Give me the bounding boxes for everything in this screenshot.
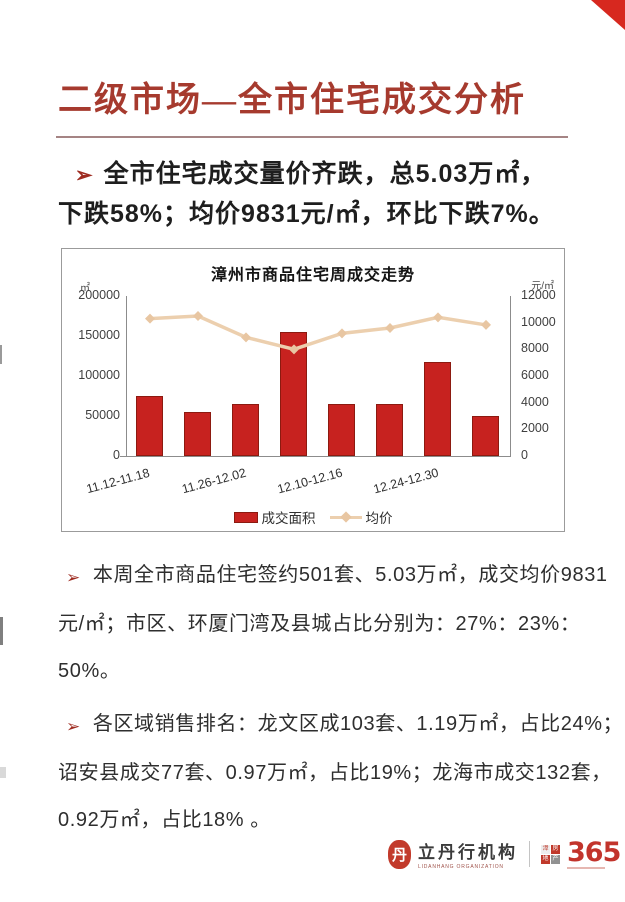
weekly-transaction-chart: 漳州市商品住宅周成交走势 ㎡ 元/㎡ 200000 150000 100000 500… <box>61 248 565 532</box>
bar-1 <box>184 412 211 456</box>
logo-365-tagline <box>567 866 605 869</box>
left-axis-unit-label: ㎡ <box>80 283 90 294</box>
line-marker-7 <box>481 319 491 330</box>
lead-line-1: 全市住宅成交量价齐跌，总5.03万㎡， <box>103 160 547 188</box>
chart-title: 漳州市商品住宅周成交走势 <box>210 267 415 284</box>
left-axis-tick: 100000 <box>78 368 120 382</box>
x-axis-label: 11.26-12.02 <box>180 465 248 497</box>
brand-subtitle: LIDANHANG ORGANIZATION <box>418 864 504 870</box>
bullet-2-line-3: 0.92万㎡，占比18% 。 <box>58 809 271 831</box>
right-axis-tick: 2000 <box>521 421 549 436</box>
bar-4 <box>328 404 355 456</box>
bullet-arrow-icon: ➢ <box>75 164 94 187</box>
bullet-arrow-icon: ➢ <box>66 717 81 736</box>
footer-divider <box>529 841 530 867</box>
x-axis-label: 12.10-12.16 <box>275 465 345 497</box>
bullet-1-line-2: 元/㎡；市区、环厦门湾及县城占比分别为：27%：23%： <box>58 613 581 635</box>
line-marker-1 <box>193 311 203 321</box>
bar-7 <box>472 415 499 456</box>
right-axis-tick: 4000 <box>521 394 549 409</box>
page-edge-artifact <box>0 345 2 364</box>
page-title: 二级市场—全市住宅成交分析 <box>58 82 526 119</box>
x-axis-label: 11.12-11.18 <box>84 465 152 497</box>
line-series-swatch <box>329 511 362 523</box>
bar-5 <box>376 404 403 456</box>
line-marker-2 <box>241 332 251 343</box>
lidanhang-seal-logo: 丹 <box>388 839 411 869</box>
bullet-2-line-1: 各区域销售排名：龙文区成103套、1.19万㎡，占比24%； <box>92 713 624 735</box>
legend-item-area: 成交面积 <box>233 507 316 527</box>
line-marker-5 <box>385 323 395 333</box>
line-marker-0 <box>145 313 155 324</box>
logo-square-grid: 漳 房 地 产 <box>541 844 560 864</box>
right-axis-tick: 0 <box>521 448 528 462</box>
left-axis-line <box>126 296 127 457</box>
right-axis-line <box>510 296 511 457</box>
page-edge-artifact <box>0 617 3 645</box>
right-axis-tick: 10000 <box>521 314 556 329</box>
logo-square: 地 <box>541 854 550 864</box>
right-axis-tick: 8000 <box>521 341 549 356</box>
line-marker-4 <box>337 328 347 339</box>
left-axis-tick: 150000 <box>78 328 120 342</box>
line-marker-3 <box>289 344 299 355</box>
page-edge-artifact <box>0 767 6 778</box>
bar-6 <box>424 361 451 456</box>
legend-label-area: 成交面积 <box>261 511 316 526</box>
legend-item-price: 均价 <box>329 507 393 527</box>
line-marker-6 <box>433 312 443 323</box>
bar-0 <box>136 396 163 456</box>
avg-price-line <box>145 311 491 355</box>
lead-paragraph: ➢ 全市住宅成交量价齐跌，总5.03万㎡， 下跌58%；均价9831元/㎡，环比… <box>58 155 598 233</box>
bullet-item: ➢ 各区域销售排名：龙文区成103套、1.19万㎡，占比24%； 诏安县成交77… <box>58 701 623 844</box>
left-axis-tick: 50000 <box>85 408 120 422</box>
bullet-1-line-3: 50%。 <box>58 660 121 682</box>
bullet-1-line-1: 本周全市商品住宅签约501套、5.03万㎡，成交均价9831 <box>92 564 608 586</box>
left-axis-tick: 200000 <box>78 288 120 302</box>
corner-accent-triangle <box>591 0 625 30</box>
footer-logos: 丹 立丹行机构 LIDANHANG ORGANIZATION 漳 房 地 产 3… <box>388 836 621 870</box>
bar-2 <box>232 404 259 456</box>
legend-label-price: 均价 <box>365 511 393 526</box>
chart-legend: 成交面积 均价 <box>62 507 564 527</box>
summary-bullets: ➢ 本周全市商品住宅签约501套、5.03万㎡，成交均价9831 元/㎡；市区、… <box>58 552 623 850</box>
lead-line-2: 下跌58%；均价9831元/㎡，环比下跌7%。 <box>58 200 555 228</box>
bullet-arrow-icon: ➢ <box>66 568 81 587</box>
logo-square: 房 <box>551 844 560 854</box>
logo-365: 365 <box>567 836 621 869</box>
title-divider <box>56 136 568 138</box>
right-axis-unit-label: 元/㎡ <box>531 281 554 292</box>
left-axis-tick: 0 <box>113 448 120 462</box>
right-axis-tick: 12000 <box>521 288 556 302</box>
brand-name: 立丹行机构 <box>418 843 518 862</box>
right-axis-tick: 6000 <box>521 368 549 382</box>
bullet-item: ➢ 本周全市商品住宅签约501套、5.03万㎡，成交均价9831 元/㎡；市区、… <box>58 552 610 695</box>
bar-series-swatch <box>233 511 258 523</box>
bullet-2-line-2: 诏安县成交77套、0.97万㎡，占比19%；龙海市成交132套， <box>58 762 612 784</box>
x-axis-line <box>120 456 511 457</box>
x-axis-label: 12.24-12.30 <box>371 465 441 497</box>
logo-square: 产 <box>551 854 560 864</box>
logo-square: 漳 <box>541 844 550 854</box>
